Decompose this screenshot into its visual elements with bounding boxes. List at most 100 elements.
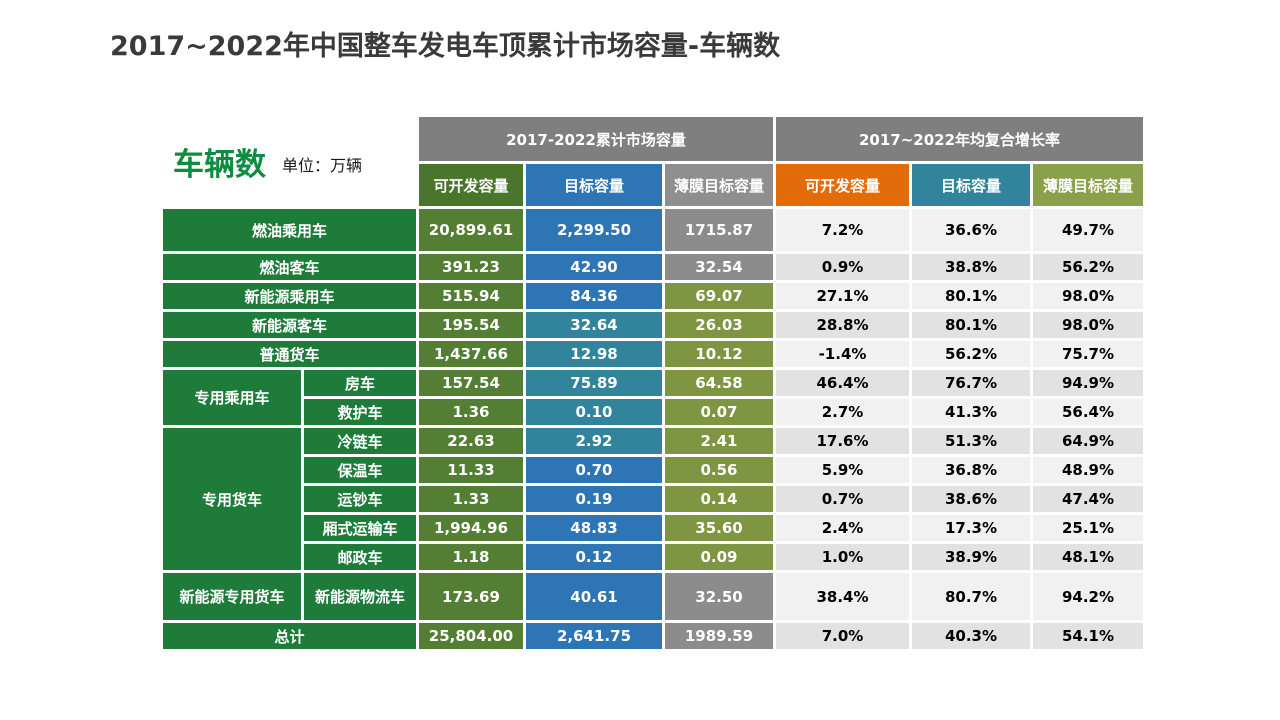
unit-label: 单位：万辆: [282, 155, 363, 175]
market-capacity-table: 车辆数 单位：万辆 2017-2022累计市场容量 2017~2022年均复合增…: [160, 114, 1146, 652]
value-cell: 84.36: [526, 283, 662, 309]
col-header-target-capacity-cagr: 目标容量: [912, 164, 1030, 206]
pct-cell: 49.7%: [1033, 209, 1143, 251]
value-cell: 157.54: [419, 370, 523, 396]
value-cell: 32.54: [665, 254, 773, 280]
col-header-target-capacity: 目标容量: [526, 164, 662, 206]
pct-cell: 80.7%: [912, 573, 1030, 620]
row-label: 邮政车: [304, 544, 416, 570]
value-cell: 0.09: [665, 544, 773, 570]
pct-cell: 0.7%: [776, 486, 909, 512]
value-cell: 0.56: [665, 457, 773, 483]
row-label: 房车: [304, 370, 416, 396]
pct-cell: 48.9%: [1033, 457, 1143, 483]
value-cell: 10.12: [665, 341, 773, 367]
pct-cell: 5.9%: [776, 457, 909, 483]
value-cell: 0.07: [665, 399, 773, 425]
table-row: 普通货车 1,437.66 12.98 10.12 -1.4% 56.2% 75…: [163, 341, 1143, 367]
value-cell: 75.89: [526, 370, 662, 396]
row-label: 厢式运输车: [304, 515, 416, 541]
value-cell: 69.07: [665, 283, 773, 309]
table-row: 保温车 11.33 0.70 0.56 5.9% 36.8% 48.9%: [163, 457, 1143, 483]
row-label: 燃油客车: [163, 254, 416, 280]
pct-cell: 7.2%: [776, 209, 909, 251]
row-label: 普通货车: [163, 341, 416, 367]
pct-cell: 80.1%: [912, 283, 1030, 309]
pct-cell: 64.9%: [1033, 428, 1143, 454]
value-cell: 11.33: [419, 457, 523, 483]
metric-title: 车辆数: [173, 147, 266, 183]
pct-cell: 0.9%: [776, 254, 909, 280]
row-label-total: 总计: [163, 623, 416, 649]
row-group-label: 专用乘用车: [163, 370, 301, 425]
pct-cell: 94.2%: [1033, 573, 1143, 620]
value-cell: 32.50: [665, 573, 773, 620]
value-cell: 20,899.61: [419, 209, 523, 251]
pct-cell: 38.8%: [912, 254, 1030, 280]
value-cell: 12.98: [526, 341, 662, 367]
pct-cell: 56.4%: [1033, 399, 1143, 425]
value-cell: 1.36: [419, 399, 523, 425]
value-cell: 1715.87: [665, 209, 773, 251]
value-cell: 2.41: [665, 428, 773, 454]
value-cell: 1989.59: [665, 623, 773, 649]
table-row-total: 总计 25,804.00 2,641.75 1989.59 7.0% 40.3%…: [163, 623, 1143, 649]
pct-cell: 38.4%: [776, 573, 909, 620]
value-cell: 1.33: [419, 486, 523, 512]
table-row: 燃油客车 391.23 42.90 32.54 0.9% 38.8% 56.2%: [163, 254, 1143, 280]
table-row: 厢式运输车 1,994.96 48.83 35.60 2.4% 17.3% 25…: [163, 515, 1143, 541]
pct-cell: 36.8%: [912, 457, 1030, 483]
pct-cell: 41.3%: [912, 399, 1030, 425]
value-cell: 1,437.66: [419, 341, 523, 367]
table-corner: 车辆数 单位：万辆: [163, 117, 416, 206]
pct-cell: 1.0%: [776, 544, 909, 570]
value-cell: 32.64: [526, 312, 662, 338]
value-cell: 0.19: [526, 486, 662, 512]
pct-cell: 17.6%: [776, 428, 909, 454]
value-cell: 0.70: [526, 457, 662, 483]
pct-cell: 48.1%: [1033, 544, 1143, 570]
pct-cell: 2.4%: [776, 515, 909, 541]
row-label: 新能源乘用车: [163, 283, 416, 309]
row-label: 新能源物流车: [304, 573, 416, 620]
value-cell: 391.23: [419, 254, 523, 280]
pct-cell: 38.9%: [912, 544, 1030, 570]
group-header-cumulative-capacity: 2017-2022累计市场容量: [419, 117, 773, 161]
pct-cell: 47.4%: [1033, 486, 1143, 512]
value-cell: 1.18: [419, 544, 523, 570]
pct-cell: -1.4%: [776, 341, 909, 367]
table-row: 救护车 1.36 0.10 0.07 2.7% 41.3% 56.4%: [163, 399, 1143, 425]
pct-cell: 98.0%: [1033, 312, 1143, 338]
table-row: 燃油乘用车 20,899.61 2,299.50 1715.87 7.2% 36…: [163, 209, 1143, 251]
table-row: 新能源乘用车 515.94 84.36 69.07 27.1% 80.1% 98…: [163, 283, 1143, 309]
pct-cell: 25.1%: [1033, 515, 1143, 541]
table-row: 运钞车 1.33 0.19 0.14 0.7% 38.6% 47.4%: [163, 486, 1143, 512]
row-label: 燃油乘用车: [163, 209, 416, 251]
row-label: 救护车: [304, 399, 416, 425]
pct-cell: 51.3%: [912, 428, 1030, 454]
pct-cell: 75.7%: [1033, 341, 1143, 367]
pct-cell: 2.7%: [776, 399, 909, 425]
pct-cell: 94.9%: [1033, 370, 1143, 396]
row-label: 冷链车: [304, 428, 416, 454]
pct-cell: 46.4%: [776, 370, 909, 396]
pct-cell: 17.3%: [912, 515, 1030, 541]
pct-cell: 80.1%: [912, 312, 1030, 338]
value-cell: 35.60: [665, 515, 773, 541]
value-cell: 64.58: [665, 370, 773, 396]
pct-cell: 27.1%: [776, 283, 909, 309]
value-cell: 22.63: [419, 428, 523, 454]
value-cell: 0.14: [665, 486, 773, 512]
table-row: 新能源客车 195.54 32.64 26.03 28.8% 80.1% 98.…: [163, 312, 1143, 338]
pct-cell: 36.6%: [912, 209, 1030, 251]
value-cell: 48.83: [526, 515, 662, 541]
pct-cell: 40.3%: [912, 623, 1030, 649]
pct-cell: 38.6%: [912, 486, 1030, 512]
row-label: 新能源客车: [163, 312, 416, 338]
pct-cell: 76.7%: [912, 370, 1030, 396]
value-cell: 1,994.96: [419, 515, 523, 541]
col-header-film-target-capacity-cagr: 薄膜目标容量: [1033, 164, 1143, 206]
value-cell: 173.69: [419, 573, 523, 620]
group-header-cagr: 2017~2022年均复合增长率: [776, 117, 1143, 161]
value-cell: 515.94: [419, 283, 523, 309]
